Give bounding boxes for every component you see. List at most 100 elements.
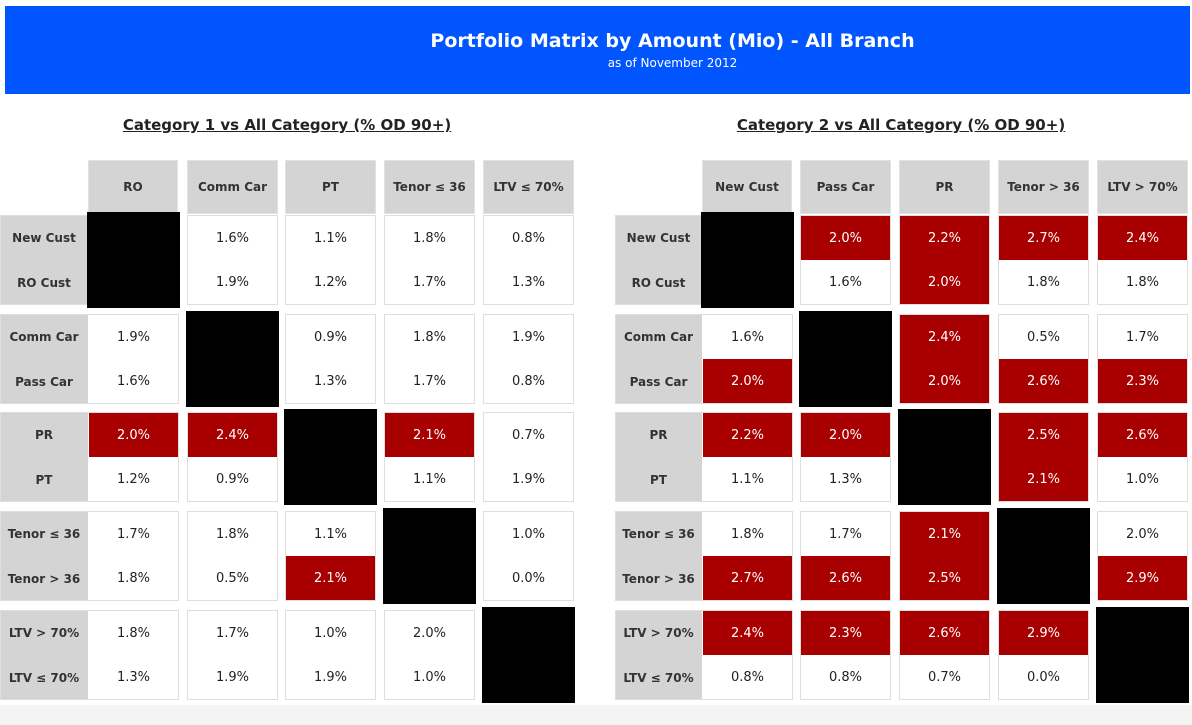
highlighted-value-cell: 2.6%: [999, 359, 1088, 403]
column-header: PT: [285, 160, 376, 214]
row-label: PR: [615, 412, 702, 457]
value-cell: 1.3%: [484, 260, 573, 304]
value-cell: 0.9%: [188, 457, 277, 501]
highlighted-value-cell: 2.7%: [703, 556, 792, 600]
diagonal-block: [186, 311, 279, 407]
value-cell: 1.0%: [484, 512, 573, 556]
value-cell: 1.7%: [385, 359, 474, 403]
row-label: Pass Car: [615, 359, 702, 404]
value-cell: 1.2%: [89, 457, 178, 501]
row-label: Comm Car: [615, 314, 702, 359]
diagonal-block: [997, 508, 1090, 604]
highlighted-value-cell: 2.6%: [900, 611, 989, 655]
row-label: LTV ≤ 70%: [615, 655, 702, 700]
value-cell: 0.7%: [900, 655, 989, 699]
column-header: PR: [899, 160, 990, 214]
row-label: RO Cust: [0, 260, 88, 305]
row-label: Comm Car: [0, 314, 88, 359]
highlighted-value-cell: 2.0%: [900, 260, 989, 304]
row-label: Tenor > 36: [615, 556, 702, 601]
highlighted-value-cell: 2.1%: [999, 457, 1088, 501]
row-label: Pass Car: [0, 359, 88, 404]
title-banner: Portfolio Matrix by Amount (Mio) - All B…: [5, 6, 1190, 94]
value-cell: 1.6%: [703, 315, 792, 359]
row-label: PR: [0, 412, 88, 457]
value-cell: 1.9%: [286, 655, 375, 699]
row-label: New Cust: [615, 215, 702, 260]
value-cell: 1.7%: [1098, 315, 1187, 359]
highlighted-value-cell: 2.1%: [900, 512, 989, 556]
corner-cell: [0, 160, 88, 214]
highlighted-value-cell: 2.9%: [1098, 556, 1187, 600]
row-label: RO Cust: [615, 260, 702, 305]
column-header: LTV ≤ 70%: [483, 160, 574, 214]
value-cell: 1.8%: [999, 260, 1088, 304]
column-header: Comm Car: [187, 160, 278, 214]
diagonal-block: [898, 409, 991, 505]
value-cell: 1.3%: [286, 359, 375, 403]
page-title: Portfolio Matrix by Amount (Mio) - All B…: [430, 30, 915, 52]
value-cell: 1.3%: [801, 457, 890, 501]
highlighted-value-cell: 2.6%: [1098, 413, 1187, 457]
diagonal-block: [482, 607, 575, 703]
row-label: LTV > 70%: [0, 610, 88, 655]
page-subtitle: as of November 2012: [607, 56, 738, 70]
value-cell: 0.8%: [801, 655, 890, 699]
value-cell: 1.9%: [484, 315, 573, 359]
highlighted-value-cell: 2.2%: [900, 216, 989, 260]
corner-cell: [615, 160, 702, 214]
value-cell: 0.8%: [484, 216, 573, 260]
value-cell: 1.9%: [188, 655, 277, 699]
matrix-1-title: Category 1 vs All Category (% OD 90+): [122, 116, 452, 134]
footer-bar: [0, 705, 1192, 725]
value-cell: 1.7%: [89, 512, 178, 556]
highlighted-value-cell: 2.5%: [900, 556, 989, 600]
highlighted-value-cell: 2.2%: [703, 413, 792, 457]
value-cell: 1.8%: [89, 611, 178, 655]
value-cell: 1.9%: [89, 315, 178, 359]
value-cell: 2.0%: [385, 611, 474, 655]
row-label: Tenor ≤ 36: [0, 511, 88, 556]
value-cell: 1.1%: [286, 512, 375, 556]
highlighted-value-cell: 2.4%: [900, 315, 989, 359]
value-cell: 0.9%: [286, 315, 375, 359]
row-label: PT: [0, 457, 88, 502]
column-header: RO: [88, 160, 178, 214]
value-cell: 1.0%: [286, 611, 375, 655]
diagonal-block: [1096, 607, 1189, 703]
diagonal-block: [799, 311, 892, 407]
highlighted-value-cell: 2.1%: [385, 413, 474, 457]
value-cell: 1.3%: [89, 655, 178, 699]
value-cell: 1.7%: [188, 611, 277, 655]
value-cell: 1.1%: [385, 457, 474, 501]
value-cell: 0.8%: [484, 359, 573, 403]
column-header: LTV > 70%: [1097, 160, 1188, 214]
value-cell: 0.0%: [999, 655, 1088, 699]
highlighted-value-cell: 2.0%: [801, 216, 890, 260]
value-cell: 1.9%: [484, 457, 573, 501]
value-cell: 1.0%: [385, 655, 474, 699]
value-cell: 1.8%: [385, 216, 474, 260]
column-header: Tenor ≤ 36: [384, 160, 475, 214]
value-cell: 1.1%: [286, 216, 375, 260]
highlighted-value-cell: 2.1%: [286, 556, 375, 600]
column-header: New Cust: [702, 160, 792, 214]
highlighted-value-cell: 2.0%: [89, 413, 178, 457]
value-cell: 0.7%: [484, 413, 573, 457]
highlighted-value-cell: 2.0%: [703, 359, 792, 403]
row-label: PT: [615, 457, 702, 502]
highlighted-value-cell: 2.4%: [188, 413, 277, 457]
value-cell: 1.8%: [1098, 260, 1187, 304]
value-cell: 1.2%: [286, 260, 375, 304]
value-cell: 1.6%: [89, 359, 178, 403]
value-cell: 1.9%: [188, 260, 277, 304]
value-cell: 2.0%: [1098, 512, 1187, 556]
matrix-2-title: Category 2 vs All Category (% OD 90+): [736, 116, 1066, 134]
row-label: Tenor ≤ 36: [615, 511, 702, 556]
row-label: LTV > 70%: [615, 610, 702, 655]
value-cell: 1.8%: [703, 512, 792, 556]
value-cell: 0.8%: [703, 655, 792, 699]
highlighted-value-cell: 2.9%: [999, 611, 1088, 655]
highlighted-value-cell: 2.0%: [801, 413, 890, 457]
row-label: New Cust: [0, 215, 88, 260]
